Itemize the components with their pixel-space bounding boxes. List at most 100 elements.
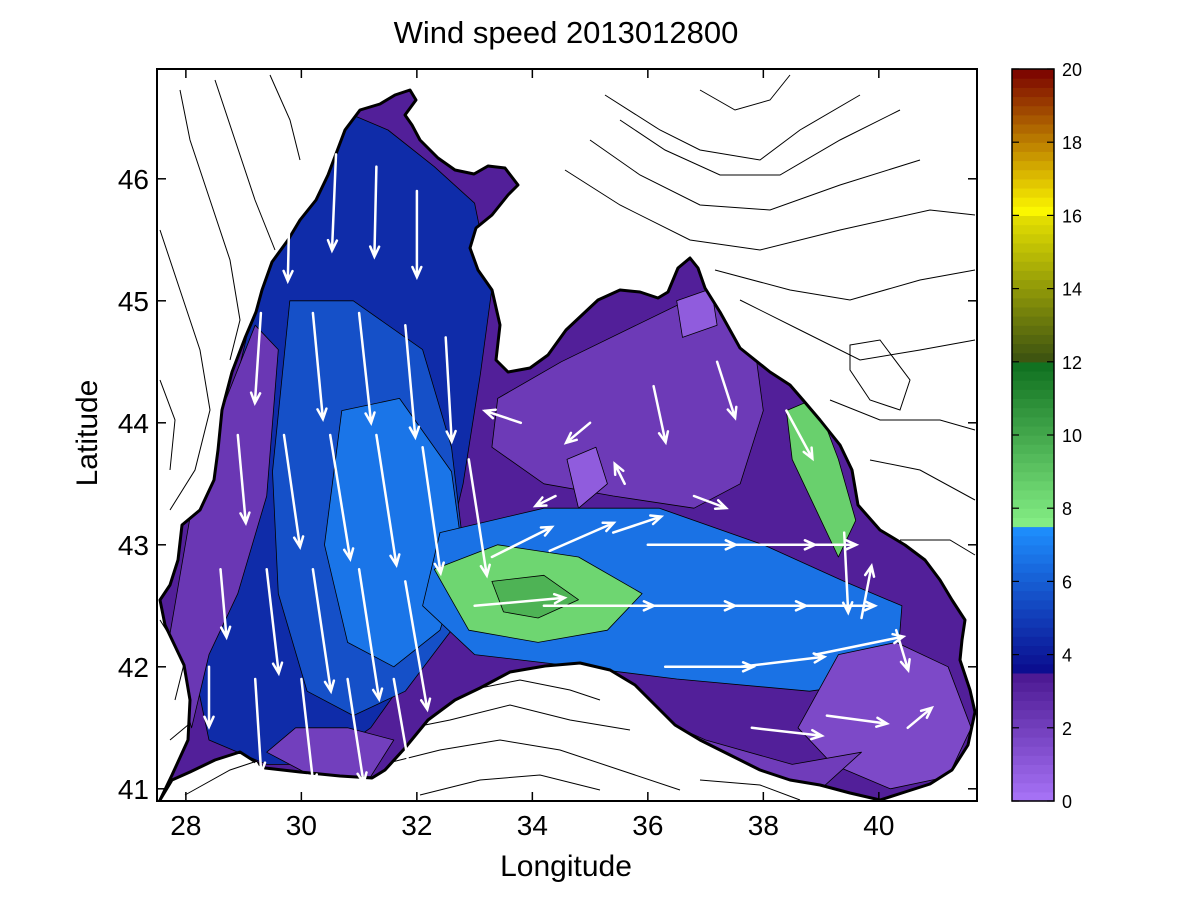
wind-arrow [375,433,401,569]
colorbar-tick-label: 8 [1062,499,1072,519]
colorbar-swatch [1012,435,1054,445]
wind-arrow [249,311,263,407]
wind-arrow [282,189,294,285]
wind-arrow [328,433,355,563]
colorbar-swatch [1012,169,1054,180]
wind-arrow [894,628,911,674]
colorbar-swatch [1012,691,1054,701]
colorbar-swatch [1012,114,1054,125]
colorbar-tick-label: 6 [1062,572,1072,592]
colorbar-swatch [1012,425,1054,436]
land-contour [214,79,276,251]
colorbar-swatch [1012,279,1054,290]
speed-zone [491,288,764,509]
wind-arrow [411,189,423,281]
wind-arrow [814,632,907,656]
colorbar-swatch [1012,270,1054,281]
colorbar-swatch [1012,123,1054,134]
colorbar-swatch [1012,380,1054,390]
colorbar-swatch [1012,370,1054,381]
x-axis: 28 30 32 34 36 38 40 [170,69,894,841]
colorbar-tick-label: 2 [1062,719,1072,739]
land-contour [564,169,976,251]
wind-arrow [563,421,592,445]
colorbar-swatch [1012,389,1054,399]
colorbar-swatch [1012,618,1054,628]
wind-arrow [906,705,935,730]
colorbar-swatch [1012,672,1054,683]
colorbar-swatch [1012,782,1054,793]
x-axis-label: Longitude [500,850,632,883]
colorbar-swatch [1012,764,1054,775]
speed-zone [566,446,608,509]
wind-arrow [490,525,555,559]
wind-arrow [663,661,757,673]
x-tick-label: 34 [517,810,548,841]
colorbar-swatch [1012,306,1054,317]
y-tick-label: 45 [118,286,149,317]
speed-zone [491,574,579,619]
colorbar-swatch [1012,608,1054,619]
colorbar-swatch [1012,398,1054,409]
colorbar-tick-label: 16 [1062,206,1082,226]
colorbar-swatch [1012,178,1054,189]
colorbar-tick-label: 18 [1062,133,1082,153]
wind-arrow [652,384,670,446]
colorbar-swatch [1012,288,1054,299]
colorbar-swatch [1012,316,1054,326]
colorbar-tick-label: 12 [1062,353,1082,373]
wind-arrow [611,514,665,534]
wind-arrow [357,311,376,427]
colorbar-swatch [1012,654,1054,665]
colorbar-swatch [1012,535,1054,546]
wind-arrow [203,665,215,730]
colorbar-swatch [1012,636,1054,647]
colorbar-swatch [1012,663,1054,674]
wind-arrow [421,445,445,577]
colorbar-swatch [1012,352,1054,363]
x-tick-label: 36 [632,810,663,841]
colorbar-swatch [1012,361,1054,372]
wind-arrow [253,677,267,777]
colorbar-swatch [1012,645,1054,656]
wind-arrow [750,726,825,741]
colorbar-swatch [1012,142,1054,152]
colorbar-swatch [1012,471,1054,482]
colorbar-swatch [1012,727,1054,738]
wind-arrow [481,408,523,425]
land-contour [900,539,976,556]
colorbar-swatch [1012,453,1054,464]
wind-arrow [467,458,491,579]
wind-arrow [841,531,854,616]
land-contour [849,339,911,411]
x-tick-label: 40 [863,810,894,841]
colorbar-swatch [1012,444,1054,454]
colorbar-swatch [1012,252,1054,262]
colorbar-swatch [1012,206,1054,216]
wind-arrow [404,323,421,441]
colorbar-swatch [1012,581,1054,592]
land-contour [829,399,976,431]
colorbar-swatch [1012,517,1054,528]
colorbar-swatch [1012,96,1054,107]
wind-arrow [473,592,568,608]
land-contours [159,74,976,801]
colorbar-swatch [1012,462,1054,473]
land-contour [739,299,976,361]
wind-arrow [532,494,557,508]
wind-arrow [773,600,878,612]
land-contour [604,94,861,161]
colorbar-swatch [1012,773,1054,784]
colorbar-swatch [1012,526,1054,537]
y-tick-label: 46 [118,164,149,195]
colorbar-swatch [1012,544,1054,555]
land-contour [179,89,241,361]
wind-arrow [613,461,626,486]
colorbar-swatch [1012,297,1054,308]
wind-arrow [692,494,729,510]
x-tick-label: 38 [748,810,779,841]
colorbar-swatch [1012,325,1054,335]
wind-vectors [203,153,935,789]
y-tick-label: 42 [118,652,149,683]
